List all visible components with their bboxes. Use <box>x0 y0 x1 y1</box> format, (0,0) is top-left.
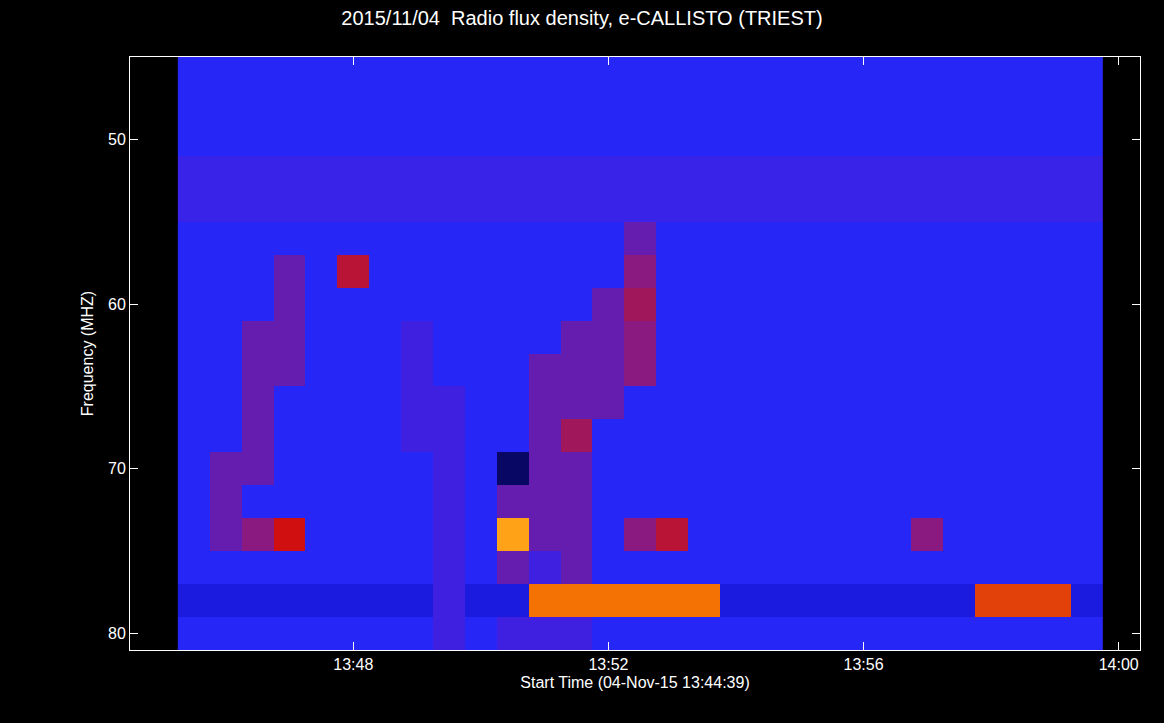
svg-text:Start Time (04-Nov-15 13:44:39: Start Time (04-Nov-15 13:44:39) <box>520 674 749 691</box>
svg-text:13:48: 13:48 <box>333 656 373 673</box>
svg-text:Frequency (MHZ): Frequency (MHZ) <box>79 291 96 416</box>
svg-text:13:52: 13:52 <box>588 656 628 673</box>
svg-text:70: 70 <box>108 460 126 477</box>
svg-text:2015/11/04 Radio flux density: 2015/11/04 Radio flux density, e-CALLIST… <box>341 7 822 29</box>
svg-text:80: 80 <box>108 625 126 642</box>
svg-text:60: 60 <box>108 296 126 313</box>
svg-text:14:00: 14:00 <box>1099 656 1139 673</box>
svg-text:50: 50 <box>108 131 126 148</box>
svg-text:13:56: 13:56 <box>844 656 884 673</box>
